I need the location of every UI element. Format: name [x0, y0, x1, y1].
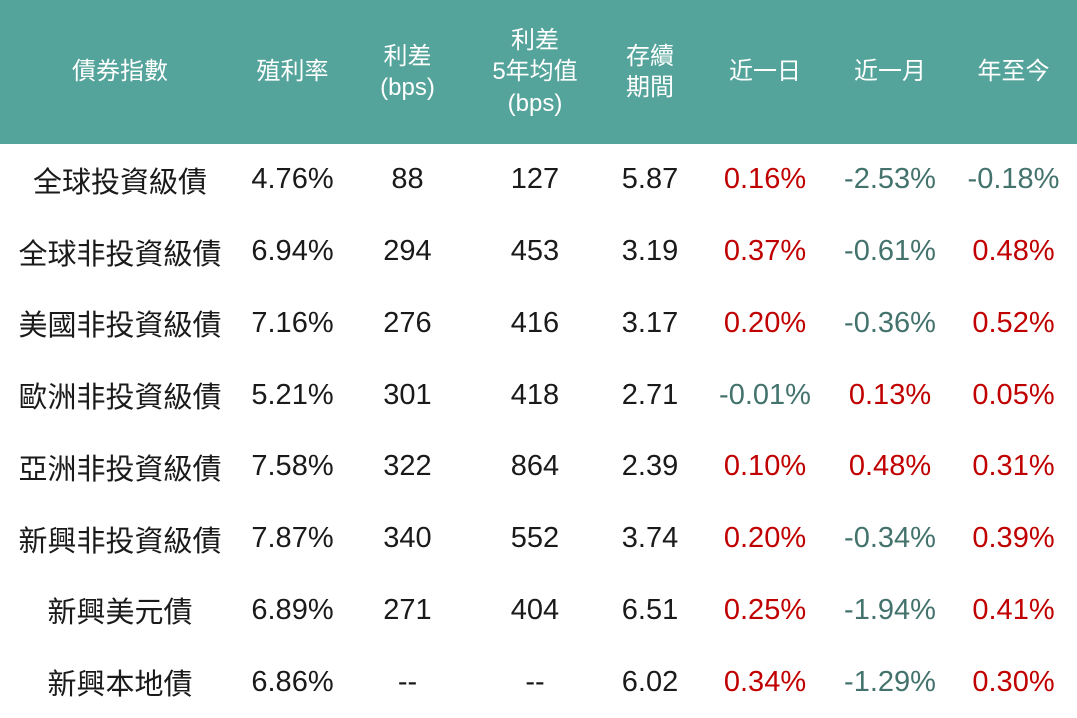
bond-index-name: 新興非投資級債	[18, 525, 222, 558]
change-1m: -1.94%	[844, 593, 936, 626]
change-1d: -0.01%	[719, 378, 811, 411]
change-ytd: 0.41%	[972, 593, 1055, 626]
col-header-ytd-change: 年至今	[977, 58, 1050, 86]
bond-index-name: 全球投資級債	[32, 166, 207, 199]
table-row: 全球非投資級債 6.94% 294 453 3.19 0.37% -0.61% …	[0, 216, 1077, 288]
bond-index-name: 新興本地債	[47, 669, 193, 702]
spread-value: --	[397, 665, 418, 698]
spread-value: 301	[383, 378, 432, 411]
change-1m: 0.13%	[848, 378, 932, 411]
change-1d: 0.34%	[723, 665, 807, 698]
table-row: 美國非投資級債 7.16% 276 416 3.17 0.20% -0.36% …	[0, 288, 1077, 360]
change-1m: -2.53%	[844, 163, 936, 196]
change-1d: 0.20%	[723, 522, 807, 555]
spread-5y-avg-value: 416	[510, 306, 560, 339]
spread-5y-avg-value: 404	[510, 593, 560, 626]
change-ytd: 0.05%	[972, 378, 1055, 411]
spread-value: 276	[383, 306, 432, 339]
bond-index-name: 新興美元債	[47, 597, 193, 630]
col-header-yield: 殖利率	[256, 58, 329, 86]
spread-5y-avg-value: 127	[510, 163, 560, 196]
change-ytd: 0.39%	[972, 522, 1055, 555]
change-1m: 0.48%	[848, 450, 932, 483]
change-ytd: 0.52%	[972, 306, 1055, 339]
table-row: 新興美元債 6.89% 271 404 6.51 0.25% -1.94% 0.…	[0, 575, 1077, 647]
duration-value: 3.74	[621, 522, 679, 555]
change-1m: -0.61%	[844, 235, 936, 268]
yield-value: 4.76%	[251, 163, 334, 196]
change-ytd: 0.48%	[972, 235, 1055, 268]
yield-value: 7.16%	[251, 306, 334, 339]
change-1d: 0.16%	[723, 163, 807, 196]
spread-5y-avg-value: 864	[510, 450, 560, 483]
duration-value: 2.39	[621, 450, 679, 483]
spread-value: 322	[383, 450, 432, 483]
col-header-bond-index: 債券指數	[72, 58, 168, 86]
table-row: 亞洲非投資級債 7.58% 322 864 2.39 0.10% 0.48% 0…	[0, 431, 1077, 503]
change-ytd: -0.18%	[967, 163, 1060, 196]
col-header-spread: 利差 (bps)	[380, 42, 435, 101]
bond-index-name: 美國非投資級債	[18, 310, 222, 343]
table-body: 全球投資級債 4.76% 88 127 5.87 0.16% -2.53% -0…	[0, 144, 1077, 718]
spread-5y-avg-value: 552	[510, 522, 560, 555]
table-row: 歐洲非投資級債 5.21% 301 418 2.71 -0.01% 0.13% …	[0, 359, 1077, 431]
yield-value: 6.94%	[251, 235, 334, 268]
spread-5y-avg-value: 418	[510, 378, 560, 411]
spread-value: 271	[383, 593, 432, 626]
bond-index-name: 亞洲非投資級債	[18, 453, 222, 486]
change-1d: 0.10%	[723, 450, 807, 483]
change-1d: 0.25%	[723, 593, 807, 626]
col-header-duration: 存續 期間	[626, 42, 674, 101]
yield-value: 6.86%	[251, 665, 334, 698]
yield-value: 6.89%	[251, 593, 334, 626]
spread-value: 294	[383, 235, 432, 268]
table-header: 債券指數 殖利率 利差 (bps) 利差 5年均值 (bps) 存續 期間 近一…	[0, 0, 1077, 144]
col-header-spread-5y-avg: 利差 5年均值 (bps)	[492, 27, 578, 117]
change-1d: 0.20%	[723, 306, 807, 339]
spread-value: 340	[383, 522, 432, 555]
duration-value: 5.87	[621, 163, 679, 196]
bond-index-name: 歐洲非投資級債	[18, 382, 222, 415]
duration-value: 3.17	[621, 306, 679, 339]
change-ytd: 0.31%	[972, 450, 1055, 483]
duration-value: 6.51	[621, 593, 679, 626]
table-row: 全球投資級債 4.76% 88 127 5.87 0.16% -2.53% -0…	[0, 144, 1077, 216]
yield-value: 7.58%	[251, 450, 334, 483]
change-1d: 0.37%	[723, 235, 807, 268]
table-row: 新興非投資級債 7.87% 340 552 3.74 0.20% -0.34% …	[0, 503, 1077, 575]
table-row: 新興本地債 6.86% -- -- 6.02 0.34% -1.29% 0.30…	[0, 646, 1077, 718]
bond-index-name: 全球非投資級債	[18, 238, 222, 271]
change-1m: -0.34%	[844, 522, 936, 555]
change-1m: -0.36%	[844, 306, 936, 339]
spread-value: 88	[391, 163, 424, 196]
change-1m: -1.29%	[844, 665, 936, 698]
duration-value: 2.71	[621, 378, 679, 411]
col-header-1m-change: 近一月	[854, 58, 926, 86]
yield-value: 5.21%	[251, 378, 334, 411]
col-header-1d-change: 近一日	[729, 58, 801, 86]
duration-value: 6.02	[621, 665, 679, 698]
yield-value: 7.87%	[251, 522, 334, 555]
spread-5y-avg-value: --	[525, 665, 545, 698]
spread-5y-avg-value: 453	[510, 235, 560, 268]
change-ytd: 0.30%	[972, 665, 1055, 698]
duration-value: 3.19	[621, 235, 679, 268]
